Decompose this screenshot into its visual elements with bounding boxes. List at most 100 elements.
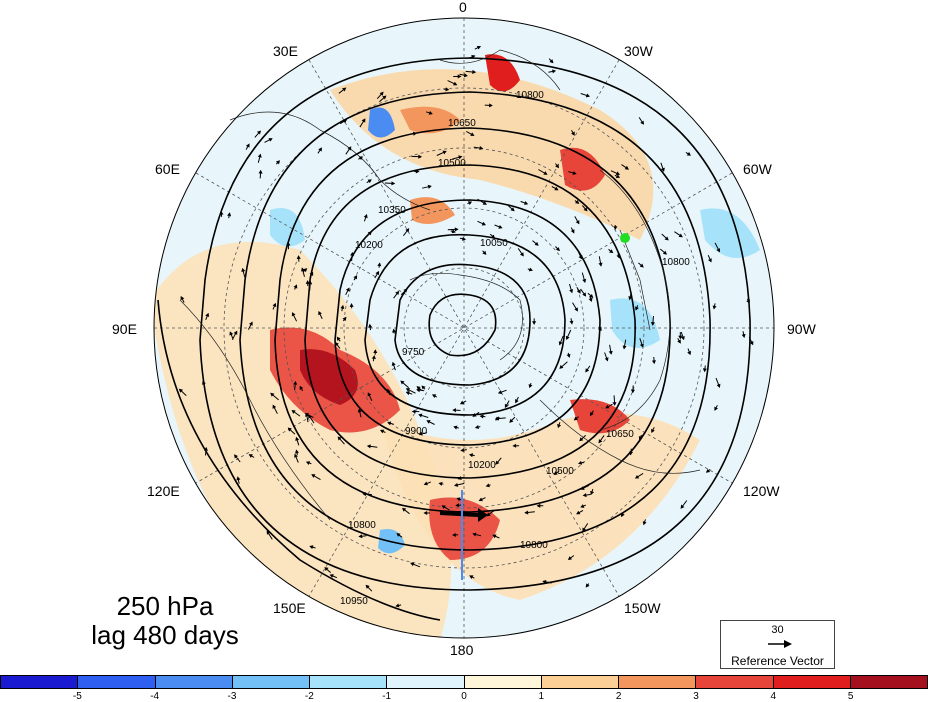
wind-vector-head [423, 510, 428, 516]
wind-vector-head [651, 428, 655, 434]
wind-vector-head [452, 532, 456, 538]
wind-vector-head [565, 335, 570, 341]
wind-vector-head [528, 267, 534, 272]
wind-vector-head [582, 278, 587, 284]
wind-vector-head [294, 449, 299, 454]
wind-vector-head [490, 234, 496, 239]
graticule [154, 18, 774, 638]
wind-vector-head [519, 252, 524, 257]
wind-vector-head [291, 409, 296, 414]
lon-label-30e: 30E [273, 43, 298, 59]
wind-vector-head [379, 91, 384, 96]
wind-vector-head [705, 468, 711, 473]
wind-vector-head [469, 575, 474, 579]
wind-vector-head [412, 131, 418, 136]
wind-vector-head [678, 335, 683, 340]
wind-vector-head [391, 361, 396, 366]
wind-vector-head [680, 504, 685, 509]
wind-vector-head [575, 199, 580, 204]
wind-vector-head [746, 299, 750, 304]
wind-vector-head [358, 534, 363, 539]
wind-vector-head [569, 320, 574, 325]
wind-vector-head [335, 341, 339, 347]
wind-vector-head [664, 236, 669, 241]
wind-vector-head [498, 224, 503, 229]
reference-vector-box: 30 Reference Vector [720, 620, 835, 669]
colorbar-tick-label: -3 [227, 691, 237, 702]
wind-vector-head [418, 154, 423, 159]
colorbar-swatch [155, 676, 233, 688]
red-anomaly-ne [560, 147, 605, 191]
wind-vector-head [585, 368, 590, 373]
wind-vector-head [441, 505, 446, 509]
colorbar [0, 675, 928, 689]
wind-vector-head [400, 380, 405, 385]
wind-vector-head [353, 275, 358, 280]
wind-vector-head [524, 201, 529, 205]
wind-vector-head [365, 584, 370, 589]
wind-vector-head [509, 418, 514, 423]
wind-vector-head [377, 262, 382, 267]
wind-vector-head [470, 132, 475, 136]
wind-vector-head [575, 220, 580, 225]
contour-label: 9750 [402, 347, 425, 358]
wind-vector-head [662, 250, 668, 255]
wind-vector-head [554, 186, 559, 191]
lon-label-120e: 120E [147, 483, 180, 499]
wind-vector-head [294, 453, 299, 458]
wind-vector-head [295, 436, 300, 441]
wind-vector-head [642, 521, 647, 526]
wind-vector-head [249, 321, 253, 326]
wind-vector-head [375, 270, 380, 276]
wind-vector-head [403, 288, 408, 293]
colorbar-swatch [387, 676, 465, 688]
wind-vector-head [579, 437, 584, 442]
wind-vector-head [569, 289, 574, 294]
wind-vector-head [205, 312, 210, 317]
wind-vector-head [361, 118, 366, 123]
colorbar-swatch [310, 676, 388, 688]
plot-title: 250 hPa lag 480 days [60, 592, 270, 650]
reference-arrow-icon [768, 640, 792, 648]
wind-vector-head [305, 280, 310, 284]
wind-vector-head [585, 93, 590, 98]
lon-label-0: 0 [459, 0, 467, 15]
wind-vector-head [677, 339, 681, 344]
location-marker [620, 233, 630, 243]
wind-vector-head [559, 364, 564, 369]
wind-vector-head [479, 414, 484, 419]
wind-vector-head [305, 461, 311, 465]
colorbar-tick-label: -2 [304, 691, 314, 702]
wind-vector-head [640, 120, 644, 125]
reference-vector-label: Reference Vector [731, 654, 824, 668]
wind-vector-head [613, 226, 618, 231]
colorbar-swatch [464, 676, 542, 688]
wind-vector-head [582, 292, 587, 297]
coastlines [179, 49, 701, 521]
title-lag: lag 480 days [91, 620, 239, 650]
wind-vector-head [178, 388, 184, 393]
wind-vector-head [650, 321, 655, 326]
lon-label-90e: 90E [112, 321, 137, 337]
wind-vector-head [616, 254, 621, 259]
wind-vector-head [368, 323, 373, 328]
wind-vector-head [680, 336, 685, 341]
wind-vector-head [311, 474, 316, 478]
lon-label-90w: 90W [787, 321, 816, 337]
contour-label: 10800 [516, 90, 544, 101]
wind-vector-head [583, 207, 588, 212]
colorbar-swatch [78, 676, 156, 688]
wind-vector-head [387, 421, 392, 426]
wind-vector-head [342, 119, 348, 124]
wind-vector-head [589, 411, 594, 417]
wind-vector-head [457, 74, 462, 79]
wind-vector-head [266, 530, 271, 535]
wind-vector-head [415, 169, 420, 174]
wind-vector-head [395, 603, 400, 608]
wind-vector-head [576, 510, 581, 515]
wind-vector-head [349, 303, 354, 307]
wind-vector-head [270, 392, 275, 397]
wind-vector-head [476, 45, 482, 50]
wind-vector-head [578, 255, 583, 260]
wind-vector-head [405, 228, 410, 233]
